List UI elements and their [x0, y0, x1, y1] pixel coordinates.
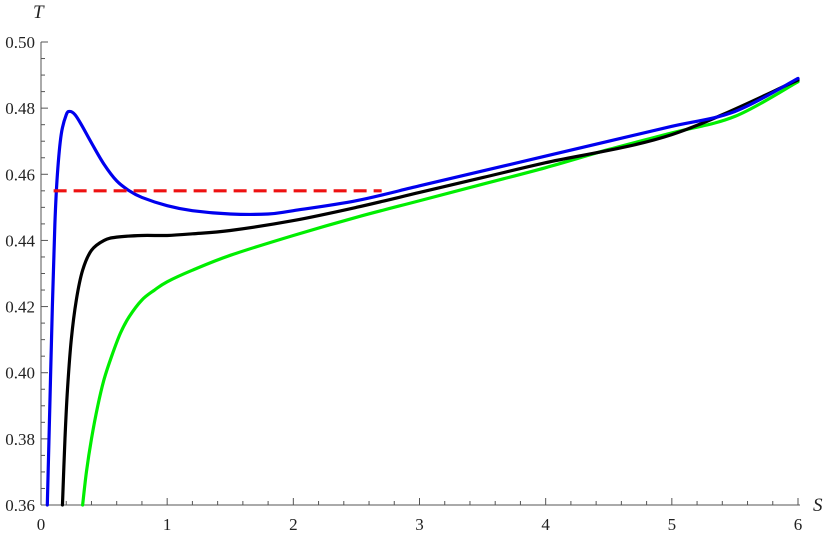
series-layer [45, 76, 800, 507]
y-tick-label: 0.50 [5, 33, 35, 52]
x-tick-label: 5 [668, 515, 677, 534]
y-tick-label: 0.40 [5, 364, 35, 383]
axes [40, 42, 800, 506]
tick-labels: 0 1 2 3 4 5 6 0.36 0.38 0.40 0.42 0.44 0.46 0.48 0.50 [5, 33, 802, 534]
y-tick-label: 0.46 [5, 165, 35, 184]
green-curve [81, 80, 800, 507]
y-axis-label: T [33, 2, 45, 23]
x-axis-label: S [813, 495, 823, 516]
x-tick-label: 4 [541, 515, 550, 534]
x-tick-label: 2 [289, 515, 298, 534]
y-tick-label: 0.36 [5, 496, 35, 515]
x-tick-label: 1 [163, 515, 172, 534]
y-tick-label: 0.48 [5, 99, 35, 118]
ticks [40, 41, 799, 506]
y-tick-label: 0.44 [5, 231, 35, 250]
x-tick-label: 0 [37, 515, 46, 534]
y-tick-label: 0.42 [5, 298, 35, 317]
y-tick-label: 0.38 [5, 430, 35, 449]
x-tick-label: 3 [415, 515, 424, 534]
black-curve [60, 78, 800, 507]
x-tick-label: 6 [794, 515, 803, 534]
blue-curve [45, 76, 800, 507]
